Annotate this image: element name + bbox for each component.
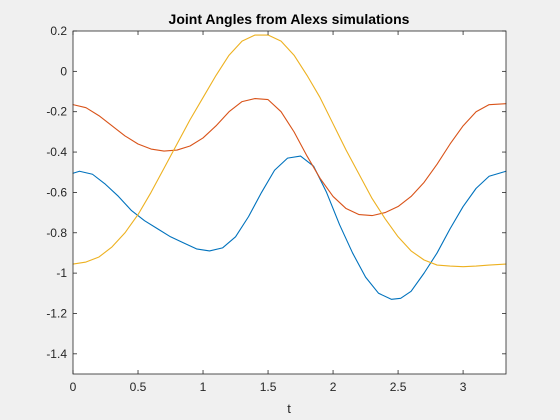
y-tick-label: -1.2 — [46, 306, 67, 320]
y-tick-label: -0.4 — [46, 145, 67, 159]
x-tick-label: 1.5 — [260, 380, 277, 394]
y-tick-label: -0.8 — [46, 226, 67, 240]
x-tick-label: 0.5 — [130, 380, 147, 394]
y-tick-label: 0.2 — [50, 24, 67, 38]
series-line-1 — [72, 155, 507, 300]
y-tick-label: -1 — [56, 266, 67, 280]
x-tick-label: 2 — [330, 380, 337, 394]
series-line-2 — [72, 98, 507, 217]
axes-group: 0 0.5 1 1.5 2 2.5 3 0.2 0 -0.2 -0.4 -0.6 -0.8 -1 -1.2 -… — [46, 24, 507, 394]
x-tick-label: 0 — [70, 380, 77, 394]
axes-box — [72, 30, 507, 375]
chart-title: Joint Angles from Alexs simulations — [169, 11, 410, 27]
x-tick-label: 2.5 — [390, 380, 407, 394]
y-tick-label: 0 — [60, 64, 67, 78]
series-group — [72, 34, 507, 300]
plot-area — [73, 31, 506, 374]
x-tick-label: 1 — [200, 380, 207, 394]
y-tick-label: -0.6 — [46, 185, 67, 199]
series-line-3 — [72, 34, 507, 268]
y-tick-label: -0.2 — [46, 105, 67, 119]
x-axis-label: t — [287, 401, 291, 416]
y-tick-label: -1.4 — [46, 347, 67, 361]
x-tick-label: 3 — [460, 380, 467, 394]
